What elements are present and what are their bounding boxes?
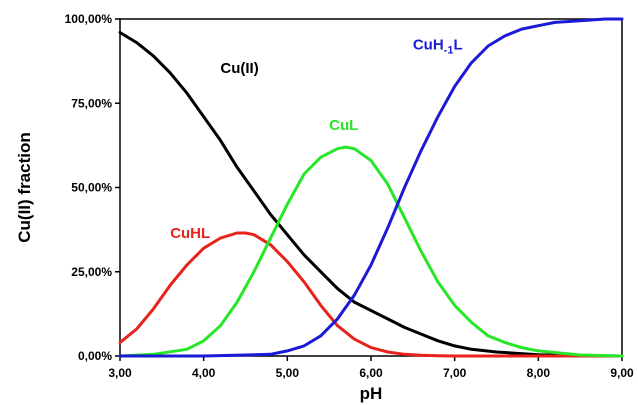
x-tick-label: 3,00 — [108, 366, 132, 380]
series-lines — [118, 17, 624, 358]
x-tick-label: 5,00 — [276, 366, 300, 380]
series-label: CuH-1L — [413, 36, 463, 56]
series-label: Cu(II) — [220, 60, 258, 77]
x-tick-label: 7,00 — [443, 366, 467, 380]
series-label: CuHL — [170, 225, 210, 242]
series-line-cu-ii — [118, 31, 624, 358]
y-tick-label: 100,00% — [65, 12, 113, 26]
y-tick-label: 25,00% — [71, 265, 112, 279]
x-axis-title: pH — [360, 384, 383, 403]
series-line-cul — [118, 145, 624, 358]
x-tick-label: 6,00 — [359, 366, 383, 380]
x-tick-label: 8,00 — [527, 366, 551, 380]
y-tick-label: 50,00% — [71, 181, 112, 195]
x-tick-label: 9,00 — [610, 366, 634, 380]
series-labels: Cu(II) CuHL CuL CuH-1L — [170, 36, 462, 242]
x-tick-label: 4,00 — [192, 366, 216, 380]
series-line-cuh-1l — [118, 17, 624, 358]
plot-frame — [119, 18, 623, 357]
axes: 3,00 4,00 5,00 6,00 7,00 8,00 9,00 0,00% 25,00% 5… — [65, 12, 634, 380]
y-axis-title: Cu(II) fraction — [15, 132, 34, 243]
series-line-cuhl — [118, 231, 624, 358]
series-label: CuL — [329, 117, 358, 134]
y-tick-label: 0,00% — [78, 349, 112, 363]
y-tick-label: 75,00% — [71, 96, 112, 110]
